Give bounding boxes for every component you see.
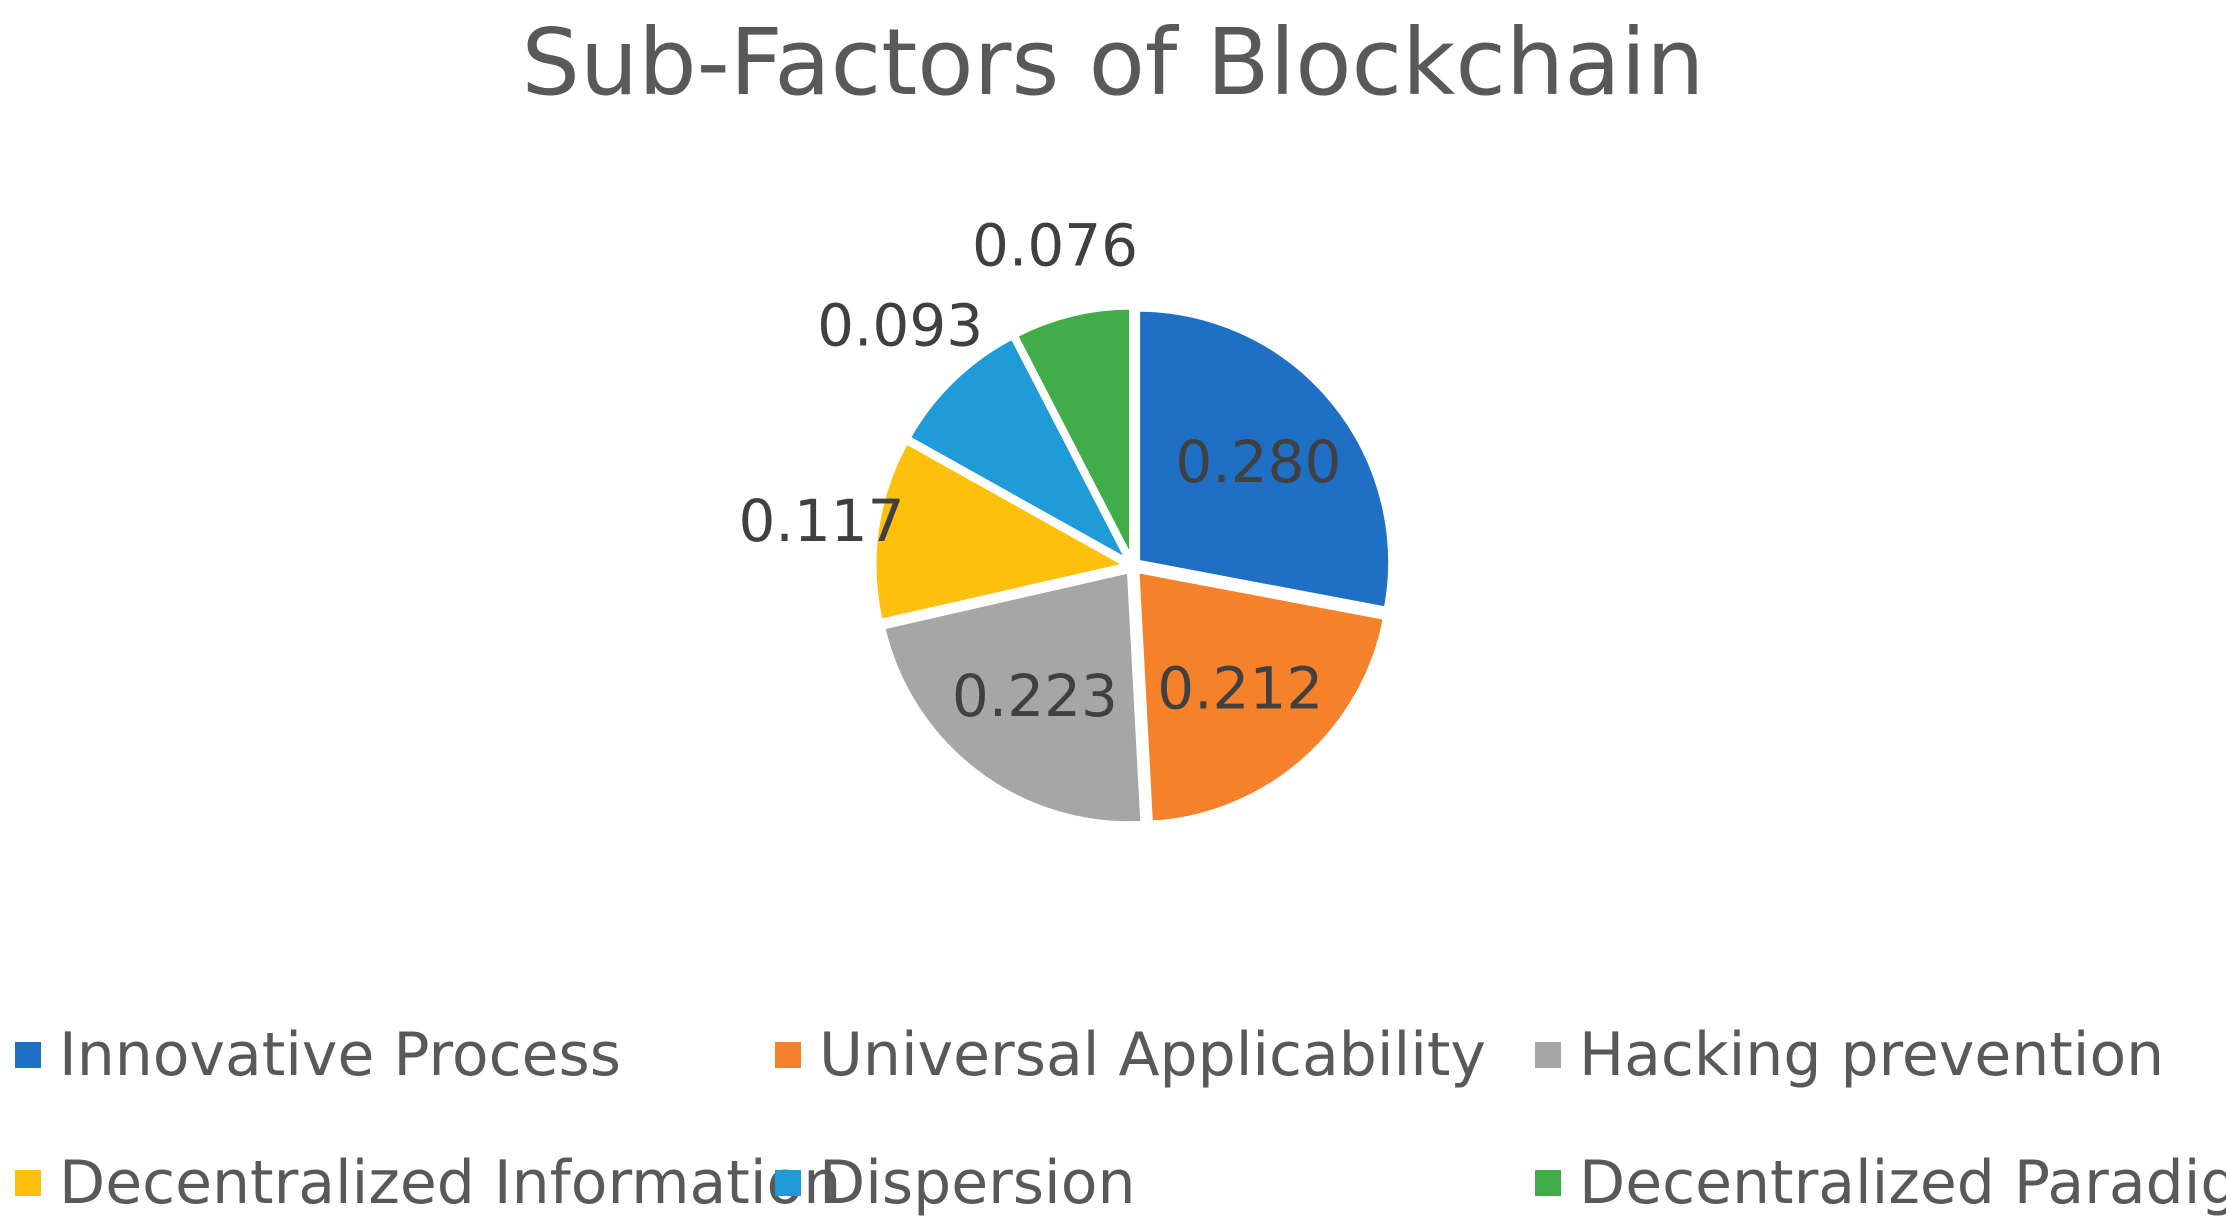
data-label-decentralized-paradigm: 0.076 [972, 211, 1138, 279]
data-label-decentralized-information: 0.117 [739, 487, 905, 555]
chart-title: Sub-Factors of Blockchain [521, 9, 1705, 116]
pie-slice-innovative-process [1135, 306, 1394, 613]
pie-slice-universal-applicability [1134, 567, 1389, 826]
data-label-dispersion: 0.093 [817, 291, 983, 359]
data-label-universal-applicability: 0.212 [1157, 655, 1323, 723]
data-label-innovative-process: 0.280 [1175, 428, 1341, 496]
pie-slice-dispersion [904, 333, 1135, 568]
pie-slice-hacking-prevention [879, 567, 1146, 827]
data-label-hacking-prevention: 0.223 [952, 662, 1118, 730]
pie-slice-decentralized-information [871, 438, 1134, 625]
pie-slice-decentralized-paradigm [1012, 304, 1135, 562]
